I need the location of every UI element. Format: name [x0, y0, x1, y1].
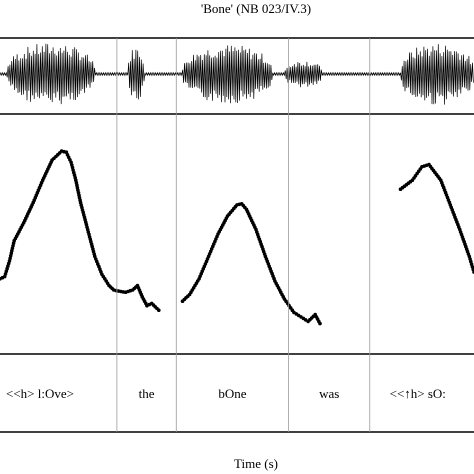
pitch-point [471, 267, 474, 272]
tier-label-2: the [139, 386, 155, 401]
pitch-point [2, 274, 7, 279]
tier-label-layer: <<h> l:Ove> the bOne was <<↑h> sO: [6, 386, 446, 401]
pitch-series-1 [0, 149, 161, 313]
x-axis-label: Time (s) [234, 456, 278, 471]
tier-label-1: <<h> l:Ove> [6, 386, 74, 401]
boundary-layer [116, 38, 371, 432]
tier-label-3: bOne [218, 386, 246, 401]
chart-title: 'Bone' (NB 023/IV.3) [201, 1, 311, 16]
transcription-tier: <<h> l:Ove> the bOne was <<↑h> sO: [0, 353, 474, 433]
pitch-layer [0, 149, 474, 326]
waveform-layer [0, 43, 474, 105]
pitch-point [318, 321, 322, 326]
pitch-point [157, 308, 161, 313]
tier-label-4: was [319, 386, 339, 401]
waveform-trace [0, 43, 474, 105]
pitch-panel [0, 149, 474, 326]
tier-label-5: <<↑h> sO: [390, 386, 446, 401]
pitch-series-2 [180, 202, 322, 326]
pitch-point [469, 262, 474, 267]
waveform-panel [0, 37, 474, 115]
pitch-series-3 [398, 162, 474, 274]
